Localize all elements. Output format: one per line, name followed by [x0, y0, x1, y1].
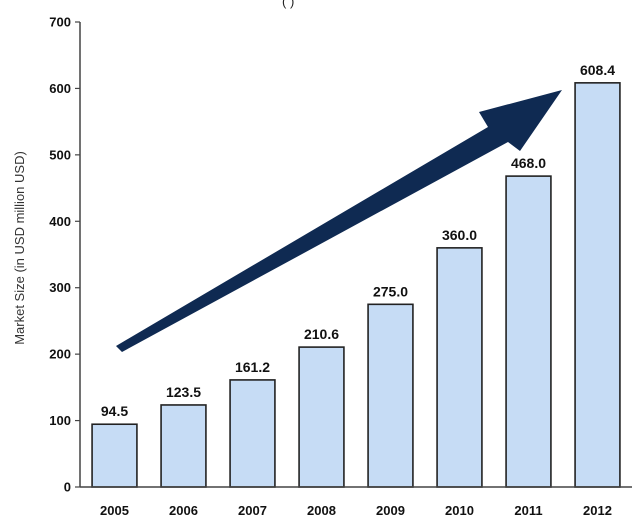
y-tick-label: 300 [49, 280, 71, 295]
bar-2009 [367, 303, 414, 488]
bar-2008 [298, 346, 345, 488]
y-tick-label: 600 [49, 81, 71, 96]
data-label-2005: 94.5 [101, 403, 128, 419]
data-label-2012: 608.4 [580, 62, 615, 78]
y-tick-label: 0 [64, 480, 71, 495]
y-tick-label: 100 [49, 413, 71, 428]
data-label-2009: 275.0 [373, 283, 408, 299]
truncated-header-text: ( ) [282, 0, 294, 9]
y-tick-label: 400 [49, 214, 71, 229]
data-label-2008: 210.6 [304, 326, 339, 342]
x-tick-label-2006: 2006 [169, 503, 198, 518]
data-label-2007: 161.2 [235, 359, 270, 375]
bar-2006 [160, 404, 207, 488]
bars: 94.5 123.5 161.2 210.6 275.0 360.0 468.0 608.4 [91, 62, 621, 488]
y-tick-label: 700 [49, 15, 71, 30]
y-tick-label: 200 [49, 347, 71, 362]
cagr-arrow-icon [116, 90, 562, 352]
x-tick-label-2005: 2005 [100, 503, 129, 518]
x-tick-label-2007: 2007 [238, 503, 267, 518]
x-tick-label-2008: 2008 [307, 503, 336, 518]
data-label-2006: 123.5 [166, 384, 201, 400]
data-label-2011: 468.0 [511, 155, 546, 171]
x-tick-label-2010: 2010 [445, 503, 474, 518]
bar-2010 [436, 247, 483, 488]
y-axis-ticks: 0 100 200 300 400 500 600 700 [49, 15, 80, 495]
cagr-annotation: CAGR ~ 31 % [259, 143, 343, 201]
y-axis-title: Market Size (in USD million USD) [12, 151, 27, 345]
bar-2007 [229, 379, 276, 488]
y-tick-label: 500 [49, 147, 71, 162]
x-tick-label-2012: 2012 [583, 503, 612, 518]
x-axis-labels: 2005 2006 2007 2008 2009 2010 2011 2012 [100, 503, 612, 518]
bar-2012 [574, 82, 621, 488]
x-tick-label-2009: 2009 [376, 503, 405, 518]
x-tick-label-2011: 2011 [514, 503, 542, 518]
data-label-2010: 360.0 [442, 227, 477, 243]
bar-2005 [91, 423, 138, 488]
bar-2011 [505, 175, 552, 488]
